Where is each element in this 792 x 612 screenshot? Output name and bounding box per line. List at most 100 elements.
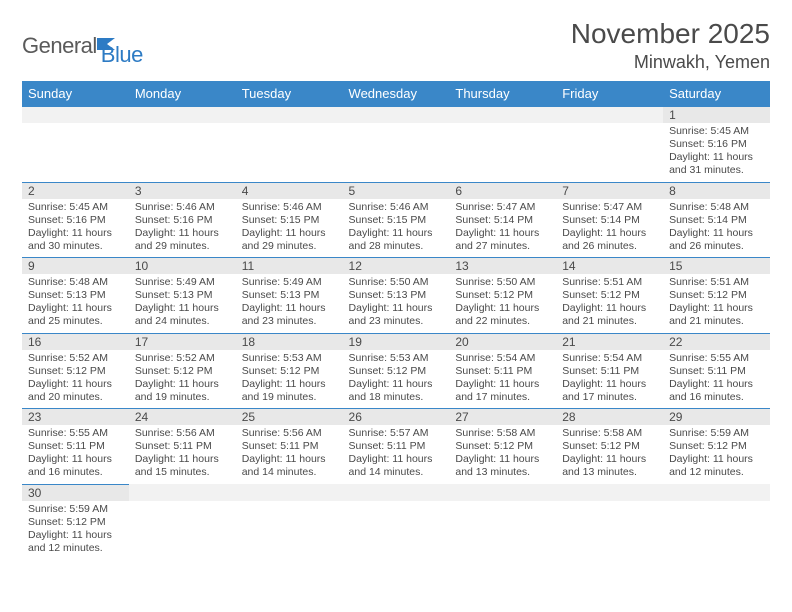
sunrise-line: Sunrise: 5:46 AM [135,201,230,214]
day-content-row: Sunrise: 5:52 AMSunset: 5:12 PMDaylight:… [22,350,770,409]
sunrise-line: Sunrise: 5:47 AM [455,201,550,214]
weekday-header: Wednesday [343,81,450,107]
sunrise-line: Sunrise: 5:54 AM [455,352,550,365]
sunset-line: Sunset: 5:12 PM [349,365,444,378]
day-number-cell: 15 [663,258,770,275]
day-content-row: Sunrise: 5:55 AMSunset: 5:11 PMDaylight:… [22,425,770,484]
day-content-cell: Sunrise: 5:46 AMSunset: 5:16 PMDaylight:… [129,199,236,258]
sunset-line: Sunset: 5:14 PM [562,214,657,227]
sunrise-line: Sunrise: 5:51 AM [669,276,764,289]
sunset-line: Sunset: 5:11 PM [349,440,444,453]
day-number-cell: 4 [236,182,343,199]
weekday-header: Monday [129,81,236,107]
sunrise-line: Sunrise: 5:46 AM [242,201,337,214]
weekday-header: Thursday [449,81,556,107]
sunset-line: Sunset: 5:13 PM [28,289,123,302]
day-content-cell [343,501,450,560]
sunset-line: Sunset: 5:12 PM [562,289,657,302]
day-content-cell [129,501,236,560]
day-number-cell: 3 [129,182,236,199]
daylight-line: Daylight: 11 hours and 12 minutes. [669,453,764,479]
day-content-cell: Sunrise: 5:50 AMSunset: 5:13 PMDaylight:… [343,274,450,333]
day-number-cell [343,484,450,501]
day-content-cell: Sunrise: 5:55 AMSunset: 5:11 PMDaylight:… [663,350,770,409]
day-content-cell [236,501,343,560]
sunset-line: Sunset: 5:12 PM [455,289,550,302]
day-number-cell [449,484,556,501]
day-content-cell: Sunrise: 5:56 AMSunset: 5:11 PMDaylight:… [129,425,236,484]
day-content-cell: Sunrise: 5:59 AMSunset: 5:12 PMDaylight:… [663,425,770,484]
sunrise-line: Sunrise: 5:55 AM [28,427,123,440]
day-number-cell: 18 [236,333,343,350]
day-content-cell [449,501,556,560]
day-content-cell: Sunrise: 5:59 AMSunset: 5:12 PMDaylight:… [22,501,129,560]
day-number-cell: 26 [343,409,450,426]
day-content-cell: Sunrise: 5:47 AMSunset: 5:14 PMDaylight:… [449,199,556,258]
daylight-line: Daylight: 11 hours and 29 minutes. [135,227,230,253]
sunrise-line: Sunrise: 5:51 AM [562,276,657,289]
day-number-cell [556,107,663,124]
day-number-cell: 29 [663,409,770,426]
day-number-row: 30 [22,484,770,501]
sunrise-line: Sunrise: 5:52 AM [28,352,123,365]
daylight-line: Daylight: 11 hours and 16 minutes. [669,378,764,404]
sunrise-line: Sunrise: 5:59 AM [28,503,123,516]
day-number-cell: 5 [343,182,450,199]
sunrise-line: Sunrise: 5:52 AM [135,352,230,365]
day-number-cell: 25 [236,409,343,426]
daylight-line: Daylight: 11 hours and 19 minutes. [242,378,337,404]
sunset-line: Sunset: 5:12 PM [669,440,764,453]
day-content-cell: Sunrise: 5:54 AMSunset: 5:11 PMDaylight:… [556,350,663,409]
daylight-line: Daylight: 11 hours and 26 minutes. [669,227,764,253]
sunset-line: Sunset: 5:12 PM [669,289,764,302]
daylight-line: Daylight: 11 hours and 26 minutes. [562,227,657,253]
sunrise-line: Sunrise: 5:59 AM [669,427,764,440]
day-number-cell: 14 [556,258,663,275]
day-number-cell: 10 [129,258,236,275]
day-number-cell: 16 [22,333,129,350]
day-content-cell [22,123,129,182]
day-number-cell [236,484,343,501]
daylight-line: Daylight: 11 hours and 22 minutes. [455,302,550,328]
daylight-line: Daylight: 11 hours and 14 minutes. [242,453,337,479]
day-content-cell: Sunrise: 5:54 AMSunset: 5:11 PMDaylight:… [449,350,556,409]
sunset-line: Sunset: 5:12 PM [562,440,657,453]
sunrise-line: Sunrise: 5:49 AM [135,276,230,289]
day-number-cell: 19 [343,333,450,350]
day-number-row: 9101112131415 [22,258,770,275]
day-content-cell: Sunrise: 5:52 AMSunset: 5:12 PMDaylight:… [22,350,129,409]
day-number-cell: 7 [556,182,663,199]
calendar-location: Minwakh, Yemen [571,52,770,73]
daylight-line: Daylight: 11 hours and 23 minutes. [349,302,444,328]
sunrise-line: Sunrise: 5:45 AM [28,201,123,214]
sunrise-line: Sunrise: 5:56 AM [135,427,230,440]
day-content-cell: Sunrise: 5:47 AMSunset: 5:14 PMDaylight:… [556,199,663,258]
sunset-line: Sunset: 5:11 PM [28,440,123,453]
sunset-line: Sunset: 5:12 PM [28,365,123,378]
day-number-row: 1 [22,107,770,124]
title-block: November 2025 Minwakh, Yemen [571,18,770,73]
day-number-cell: 17 [129,333,236,350]
logo-text-general: General [22,33,97,59]
weekday-header: Saturday [663,81,770,107]
day-content-row: Sunrise: 5:59 AMSunset: 5:12 PMDaylight:… [22,501,770,560]
daylight-line: Daylight: 11 hours and 14 minutes. [349,453,444,479]
day-content-cell: Sunrise: 5:46 AMSunset: 5:15 PMDaylight:… [236,199,343,258]
day-number-row: 16171819202122 [22,333,770,350]
day-number-cell: 8 [663,182,770,199]
sunset-line: Sunset: 5:16 PM [669,138,764,151]
sunset-line: Sunset: 5:11 PM [242,440,337,453]
sunset-line: Sunset: 5:11 PM [135,440,230,453]
day-number-cell: 23 [22,409,129,426]
daylight-line: Daylight: 11 hours and 13 minutes. [562,453,657,479]
sunset-line: Sunset: 5:14 PM [669,214,764,227]
sunrise-line: Sunrise: 5:50 AM [455,276,550,289]
day-number-cell: 24 [129,409,236,426]
daylight-line: Daylight: 11 hours and 29 minutes. [242,227,337,253]
daylight-line: Daylight: 11 hours and 17 minutes. [562,378,657,404]
daylight-line: Daylight: 11 hours and 19 minutes. [135,378,230,404]
sunset-line: Sunset: 5:11 PM [669,365,764,378]
day-content-cell: Sunrise: 5:55 AMSunset: 5:11 PMDaylight:… [22,425,129,484]
daylight-line: Daylight: 11 hours and 20 minutes. [28,378,123,404]
day-content-cell: Sunrise: 5:48 AMSunset: 5:13 PMDaylight:… [22,274,129,333]
